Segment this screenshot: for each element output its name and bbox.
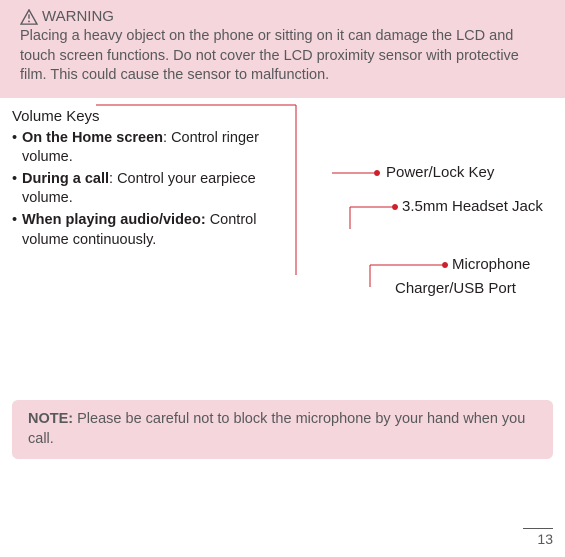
warning-triangle-icon xyxy=(20,9,38,25)
page-footer: 13 xyxy=(523,528,553,549)
microphone-label: Microphone xyxy=(452,256,530,273)
warning-header: WARNING xyxy=(20,8,545,25)
warning-body: Placing a heavy object on the phone or s… xyxy=(20,27,545,86)
note-box: NOTE: Please be careful not to block the… xyxy=(12,400,553,459)
charger-usb-label: Charger/USB Port xyxy=(395,280,516,297)
volume-connector-icon xyxy=(96,105,316,285)
headset-connector-icon xyxy=(350,204,400,234)
power-connector-icon xyxy=(332,170,382,180)
page-number: 13 xyxy=(537,531,553,547)
main-content: Volume Keys On the Home screen: Control … xyxy=(0,98,565,250)
warning-title: WARNING xyxy=(42,8,114,25)
note-body: NOTE: Please be careful not to block the… xyxy=(28,410,537,449)
power-lock-label: Power/Lock Key xyxy=(386,164,494,181)
note-bold-label: NOTE: xyxy=(28,411,73,427)
headset-jack-label: 3.5mm Headset Jack xyxy=(402,198,543,215)
note-text: Please be careful not to block the micro… xyxy=(28,411,525,447)
warning-box: WARNING Placing a heavy object on the ph… xyxy=(0,0,565,98)
